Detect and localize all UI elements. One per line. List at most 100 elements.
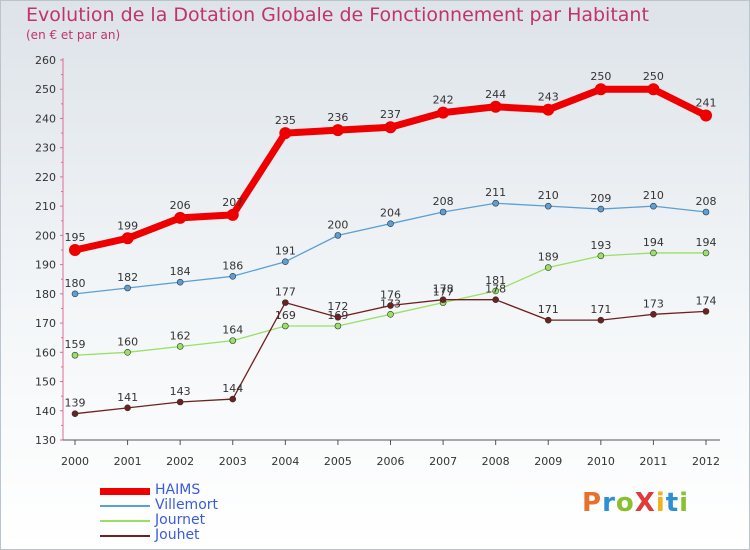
x-tick-label: 2005 — [324, 455, 352, 468]
data-label-jouhet: 178 — [485, 283, 506, 296]
x-tick-label: 2009 — [534, 455, 562, 468]
data-label-journet: 189 — [538, 251, 559, 264]
data-label-villemort: 210 — [538, 189, 559, 202]
data-point-jouhet — [387, 302, 394, 309]
data-label-jouhet: 174 — [696, 294, 717, 307]
data-label-villemort: 184 — [170, 265, 191, 278]
data-label-jouhet: 144 — [222, 382, 243, 395]
data-label-haims: 207 — [222, 196, 243, 209]
x-tick-label: 2002 — [166, 455, 194, 468]
data-point-haims — [174, 211, 187, 224]
data-point-jouhet — [597, 316, 605, 324]
legend-item-jouhet[interactable]: Jouhet — [100, 527, 320, 544]
x-tick-label: 2001 — [114, 455, 142, 468]
data-label-jouhet: 171 — [590, 303, 611, 316]
data-label-journet: 177 — [433, 286, 454, 299]
data-label-jouhet: 173 — [643, 297, 664, 310]
data-point-haims — [279, 127, 292, 140]
data-point-villemort — [334, 232, 342, 239]
data-label-jouhet: 178 — [433, 283, 454, 296]
data-label-villemort: 210 — [643, 189, 664, 202]
data-label-haims: 241 — [696, 97, 717, 110]
legend-label-jouhet: Jouhet — [155, 527, 200, 543]
data-label-jouhet: 176 — [380, 289, 401, 302]
data-label-jouhet: 139 — [65, 397, 86, 410]
legend-label-villemort: Villemort — [155, 497, 218, 513]
data-label-jouhet: 171 — [538, 303, 559, 316]
data-point-journet — [124, 349, 131, 356]
data-point-jouhet — [334, 313, 342, 321]
data-label-villemort: 208 — [696, 195, 717, 208]
data-point-haims — [331, 124, 344, 137]
data-point-journet — [702, 249, 710, 257]
data-label-haims: 250 — [643, 70, 664, 83]
data-label-haims: 237 — [380, 108, 401, 121]
y-tick-label: 240 — [35, 112, 56, 125]
data-point-haims — [384, 121, 397, 134]
legend-swatch-jouhet — [100, 535, 150, 537]
data-point-villemort — [702, 208, 710, 216]
y-tick-label: 150 — [35, 376, 56, 389]
data-point-villemort — [176, 278, 184, 286]
data-label-villemort: 191 — [275, 245, 296, 258]
data-label-journet: 160 — [117, 335, 138, 348]
data-point-villemort — [229, 273, 237, 280]
data-point-haims — [594, 83, 607, 96]
data-label-villemort: 209 — [590, 192, 611, 205]
data-point-jouhet — [544, 316, 552, 324]
x-tick-label: 2008 — [482, 455, 510, 468]
data-point-haims — [437, 106, 450, 119]
data-point-journet — [492, 287, 499, 295]
data-point-haims — [647, 83, 660, 96]
proxiti-logo: ProXiti — [582, 488, 690, 518]
chart-subtitle: (en € et par an) — [26, 28, 121, 42]
data-label-journet: 164 — [222, 324, 243, 337]
legend-swatch-haims — [100, 488, 150, 495]
data-point-haims — [542, 103, 555, 116]
y-tick-label: 190 — [35, 259, 56, 272]
data-point-jouhet — [229, 395, 237, 403]
data-point-journet — [650, 249, 657, 257]
data-point-villemort — [124, 284, 131, 292]
legend-label-journet: Journet — [155, 512, 206, 528]
data-point-jouhet — [71, 410, 79, 417]
x-tick-label: 2010 — [587, 455, 615, 468]
legend-swatch-journet — [100, 520, 150, 522]
data-label-villemort: 182 — [117, 271, 138, 284]
data-point-haims — [226, 208, 239, 221]
y-tick-label: 170 — [35, 317, 56, 330]
data-point-villemort — [597, 205, 605, 213]
legend-item-villemort[interactable]: Villemort — [100, 497, 320, 514]
data-point-jouhet — [492, 296, 499, 303]
data-point-journet — [229, 337, 237, 344]
legend: HAIMS Villemort Journet Jouhet — [100, 482, 320, 544]
data-point-haims — [700, 109, 712, 122]
x-tick-label: 2006 — [377, 455, 405, 468]
x-tick-label: 2004 — [271, 455, 299, 468]
data-point-villemort — [282, 258, 289, 265]
data-label-journet: 162 — [170, 329, 191, 342]
data-point-villemort — [650, 202, 657, 210]
data-label-journet: 194 — [643, 236, 664, 249]
y-tick-label: 210 — [35, 200, 56, 213]
legend-item-journet[interactable]: Journet — [100, 512, 320, 529]
y-tick-label: 130 — [35, 434, 56, 447]
data-label-journet: 194 — [696, 236, 717, 249]
data-label-haims: 236 — [327, 111, 348, 124]
data-point-jouhet — [650, 311, 657, 318]
legend-item-haims[interactable]: HAIMS — [100, 482, 320, 499]
data-label-haims: 195 — [65, 231, 86, 244]
data-point-villemort — [387, 220, 394, 227]
data-point-villemort — [492, 199, 499, 207]
data-label-jouhet: 143 — [170, 385, 191, 398]
data-label-haims: 199 — [117, 219, 138, 232]
data-label-jouhet: 172 — [327, 300, 348, 313]
data-label-haims: 250 — [590, 70, 611, 83]
y-tick-label: 160 — [35, 346, 56, 359]
data-point-haims — [69, 244, 81, 256]
x-tick-label: 2011 — [639, 455, 667, 468]
data-point-jouhet — [702, 308, 710, 315]
y-tick-label: 200 — [35, 229, 56, 242]
data-point-journet — [597, 252, 605, 260]
